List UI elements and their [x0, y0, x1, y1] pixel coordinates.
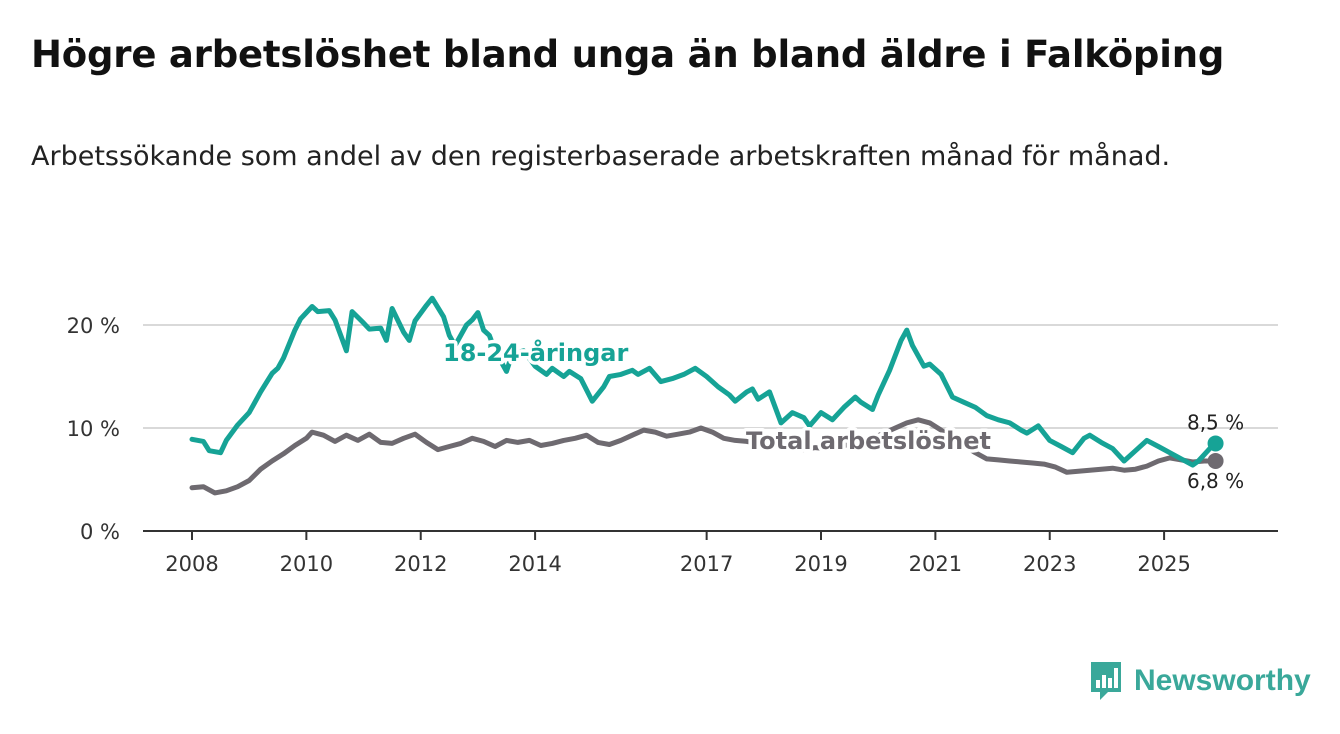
y-tick-label: 20 %	[67, 314, 120, 338]
series-label-total: Total arbetslöshet	[746, 427, 991, 455]
brand-name: Newsworthy	[1134, 664, 1311, 697]
y-tick-label: 10 %	[67, 417, 120, 441]
x-tick-label: 2010	[280, 552, 333, 576]
chart-title: Högre arbetslöshet bland unga än bland ä…	[31, 33, 1225, 76]
end-value-total: 6,8 %	[1187, 469, 1244, 493]
x-tick-label: 2012	[394, 552, 447, 576]
end-point-youth	[1207, 435, 1224, 452]
x-tick-label: 2021	[909, 552, 962, 576]
series-label-youth: 18-24-åringar	[443, 338, 628, 367]
x-tick-label: 2023	[1023, 552, 1076, 576]
x-tick-label: 2008	[165, 552, 218, 576]
x-tick-label: 2017	[680, 552, 733, 576]
x-tick-label: 2014	[508, 552, 561, 576]
newsworthy-logo: Newsworthy	[1088, 660, 1311, 702]
series-line-total	[189, 417, 1219, 496]
x-tick-label: 2019	[794, 552, 847, 576]
end-point-total	[1207, 452, 1224, 469]
bar-chart-icon	[1091, 662, 1121, 700]
end-value-youth: 8,5 %	[1187, 410, 1244, 434]
x-tick-label: 2025	[1137, 552, 1190, 576]
y-tick-label: 0 %	[80, 520, 120, 544]
series-line-youth	[189, 295, 1219, 468]
chart-subtitle: Arbetssökande som andel av den registerb…	[31, 141, 1171, 172]
